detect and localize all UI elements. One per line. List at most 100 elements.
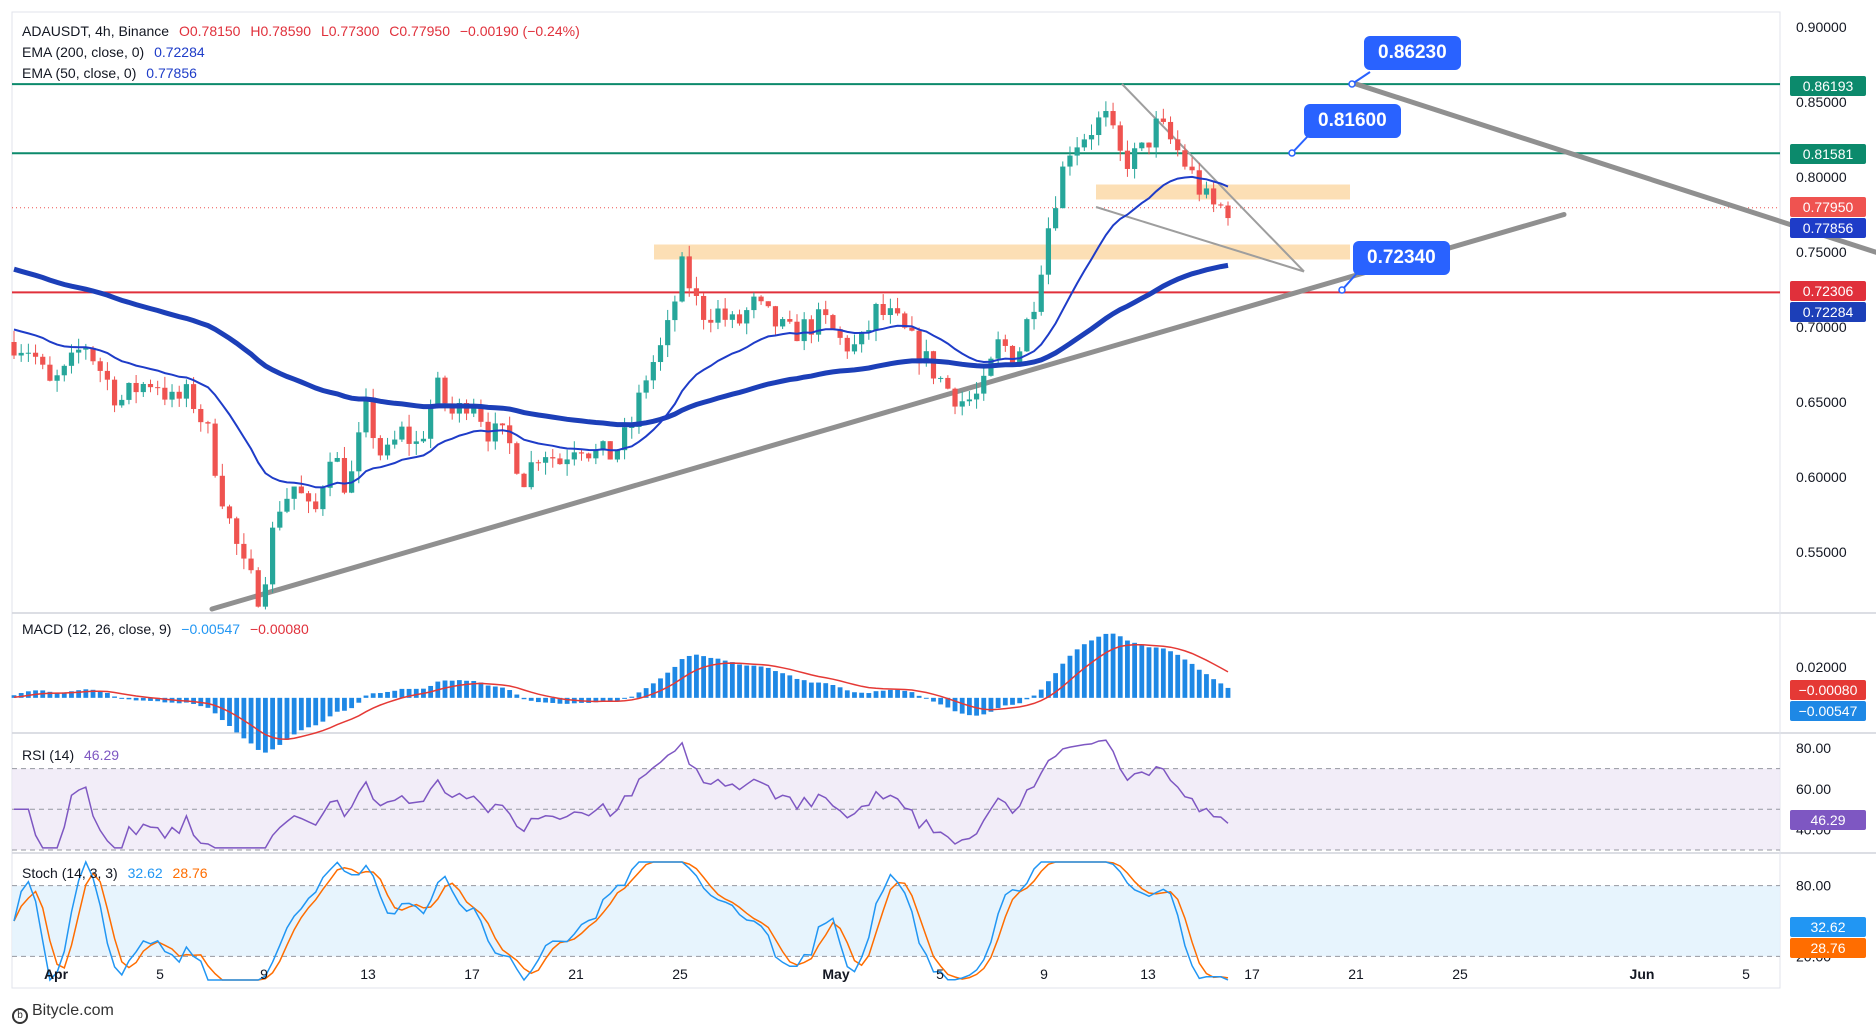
ema200-value: 0.72284: [154, 44, 205, 60]
candle-body: [1211, 188, 1217, 205]
macd-histogram-bar: [97, 691, 103, 698]
candle-body: [557, 458, 563, 465]
macd-histogram-bar: [938, 697, 944, 705]
ema50-legend: EMA (50, close, 0) 0.77856: [22, 65, 197, 81]
candle-body: [780, 319, 786, 327]
macd-histogram-bar: [564, 697, 570, 704]
candle-body: [665, 320, 671, 346]
macd-histogram-bar: [952, 697, 958, 712]
candle-body: [399, 426, 405, 440]
macd-histogram-bar: [830, 685, 836, 698]
macd-histogram-bar: [140, 697, 146, 701]
callout-anchor-c1: [1348, 80, 1356, 88]
macd-histogram-bar: [313, 697, 319, 726]
macd-histogram-bar: [744, 665, 750, 698]
symbol-legend: ADAUSDT, 4h, Binance O0.78150 H0.78590 L…: [22, 23, 580, 39]
macd-histogram-bar: [931, 697, 936, 702]
macd-histogram-bar: [69, 691, 74, 698]
macd-tick-0: 0.02000: [1796, 659, 1847, 675]
candle-body: [636, 392, 642, 427]
candle-body: [54, 375, 60, 381]
macd-histogram-bar: [1096, 636, 1102, 698]
candle-body: [1146, 142, 1152, 148]
macd-histogram-bar: [76, 690, 82, 698]
macd-histogram-bar: [959, 697, 965, 714]
candle-body: [650, 362, 656, 381]
ema50-label: EMA (50, close, 0): [22, 65, 137, 81]
ema200-legend: EMA (200, close, 0) 0.72284: [22, 44, 205, 60]
label-ema50: 0.77856: [1790, 218, 1866, 238]
macd-histogram-bar: [399, 688, 405, 698]
candle-body: [1038, 274, 1044, 312]
candles-layer: [11, 101, 1231, 610]
macd-histogram-bar: [148, 697, 153, 701]
stoch-band: [12, 885, 1780, 957]
macd-histogram-bar: [629, 696, 635, 698]
stoch-d-line: [13, 861, 1229, 981]
candle-body: [140, 383, 146, 393]
macd-histogram-bar: [873, 691, 879, 698]
candle-body: [1024, 319, 1030, 352]
macd-histogram-bar: [112, 696, 117, 698]
macd-value-1: −0.00547: [181, 621, 241, 637]
macd-histogram-bar: [1168, 651, 1173, 698]
macd-histogram-bar: [306, 697, 311, 728]
macd-histogram-bar: [859, 692, 865, 698]
candle-body: [722, 308, 728, 320]
candle-body: [1088, 135, 1095, 140]
label-resistance-1: 0.86193: [1790, 76, 1866, 96]
macd-histogram-bar: [54, 692, 60, 698]
candle-body: [1189, 166, 1195, 171]
candle-body: [938, 377, 944, 379]
candle-body: [25, 352, 31, 354]
macd-histogram-bar: [119, 697, 125, 699]
candle-body: [1081, 139, 1087, 148]
callout-0-86230: 0.86230: [1364, 36, 1461, 70]
macd-histogram-bar: [471, 680, 477, 698]
candle-body: [356, 432, 362, 472]
time-tick-12: 21: [1348, 966, 1364, 982]
price-tick-4: 0.70000: [1796, 319, 1847, 335]
macd-histogram-bar: [550, 697, 556, 703]
candle-body: [859, 331, 865, 345]
macd-histogram-bar: [413, 688, 419, 698]
candle-body: [751, 296, 757, 311]
macd-histogram-bar: [593, 697, 599, 703]
macd-histogram-bar: [622, 697, 627, 699]
macd-histogram-bar: [866, 693, 872, 698]
macd-histogram-bar: [923, 697, 929, 699]
candle-body: [363, 397, 369, 433]
bitycle-logo-icon: b: [12, 1008, 28, 1024]
callout-0-81600: 0.81600: [1304, 104, 1401, 138]
rsi-tick-0: 80.00: [1796, 740, 1831, 756]
candle-body: [155, 387, 161, 389]
candle-body: [126, 382, 132, 400]
candle-body: [11, 342, 17, 356]
macd-histogram-bar: [694, 654, 699, 698]
brand-footer[interactable]: b Bitycle.com: [12, 1002, 114, 1024]
candle-body: [83, 347, 89, 350]
candle-body: [478, 407, 484, 422]
candle-body: [176, 391, 182, 399]
candle-body: [600, 441, 606, 451]
candle-body: [471, 407, 477, 414]
candle-body: [959, 401, 965, 407]
candle-body: [305, 493, 312, 502]
candle-body: [894, 308, 901, 314]
candle-body: [1225, 205, 1231, 219]
rsi-layer: [12, 739, 1780, 851]
macd-histogram-bar: [47, 691, 53, 698]
candle-body: [902, 313, 908, 328]
candle-body: [679, 256, 685, 302]
macd-histogram-bar: [1125, 640, 1130, 698]
macd-histogram-bar: [370, 693, 376, 698]
candle-body: [212, 423, 218, 476]
candle-body: [384, 444, 391, 456]
time-tick-14: Jun: [1630, 966, 1655, 982]
macd-histogram-bar: [794, 678, 800, 698]
macd-histogram-bar: [1117, 636, 1123, 698]
candle-body: [657, 345, 664, 363]
candle-body: [226, 506, 233, 519]
candle-body: [952, 388, 958, 407]
